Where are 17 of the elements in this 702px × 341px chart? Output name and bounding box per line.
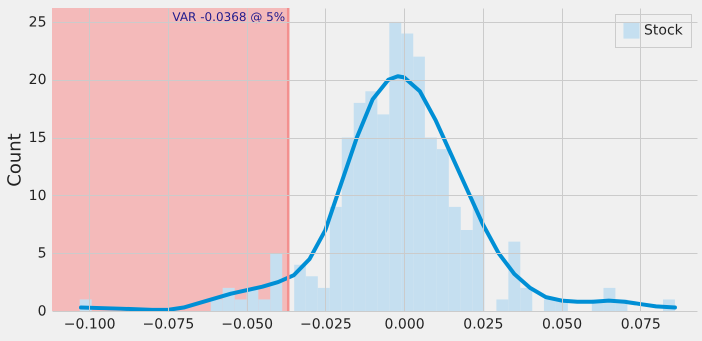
line-series [78, 74, 677, 312]
x-tick-label: 0.025 [463, 316, 504, 332]
x-tick-label: −0.025 [300, 316, 352, 332]
x-tick-label: 0.000 [384, 316, 425, 332]
y-tick-label: 15 [28, 130, 46, 146]
x-tick-label: −0.050 [221, 316, 274, 332]
y-tick-label: 5 [38, 246, 46, 262]
y-tick-label: 25 [28, 14, 46, 30]
x-tick-label: 0.050 [542, 316, 582, 332]
x-tick-label: −0.100 [64, 316, 116, 332]
y-tick-label: 10 [28, 188, 46, 204]
legend-label: Stock [644, 22, 684, 38]
y-tick-label: 20 [28, 72, 46, 88]
y-tick-label: 0 [38, 304, 46, 320]
x-tick-label: −0.075 [142, 316, 194, 332]
y-axis-title: Count [4, 133, 26, 187]
x-tick-label: 0.075 [620, 316, 661, 332]
